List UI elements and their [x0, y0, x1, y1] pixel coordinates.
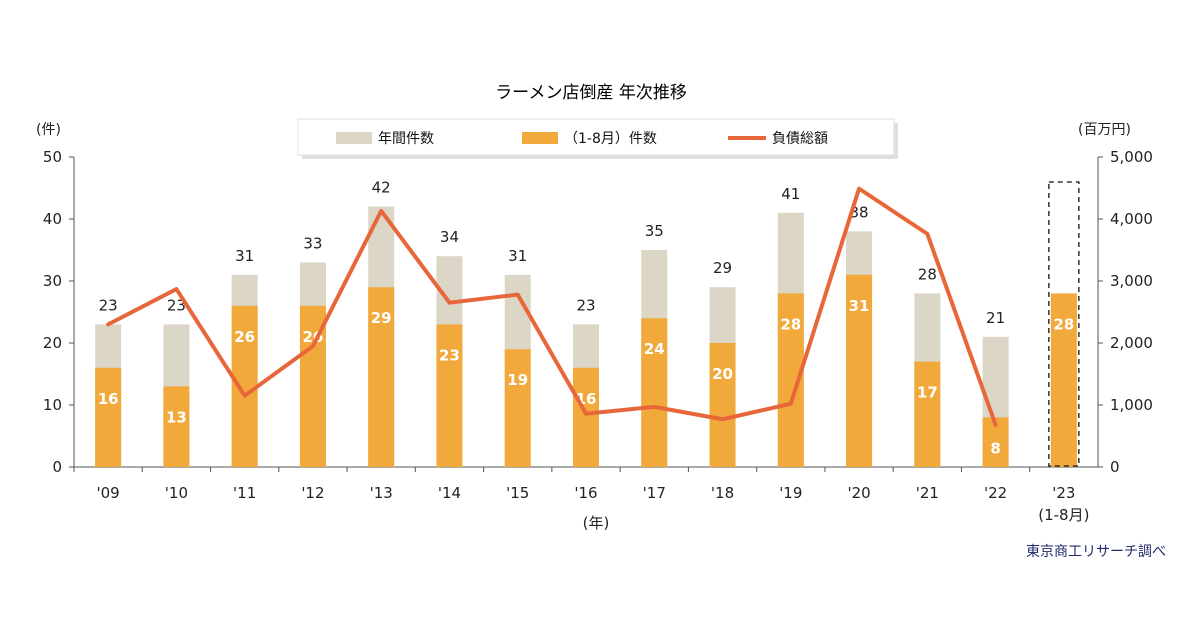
y-left-tick-label: 30 — [43, 272, 62, 290]
bar-jan-aug-label: 19 — [507, 371, 528, 389]
x-tick-label: '21 — [916, 484, 939, 502]
y-right-tick-label: 2,000 — [1110, 334, 1153, 352]
bar-jan-aug — [231, 305, 258, 467]
legend-label-debt: 負債総額 — [772, 131, 828, 147]
legend-label-jan-aug: （1-8月）件数 — [564, 131, 657, 147]
x-tick-sublabel: (1-8月) — [1038, 506, 1089, 524]
x-tick-label: '09 — [97, 484, 120, 502]
y-left-tick-label: 0 — [52, 458, 62, 476]
bar-jan-aug-label: 16 — [98, 390, 119, 408]
bar-annual-label: 42 — [372, 179, 391, 197]
bar-jan-aug-label: 28 — [1053, 315, 1074, 333]
x-tick-label: '12 — [301, 484, 324, 502]
y-left-tick-label: 10 — [43, 396, 62, 414]
legend-swatch-jan-aug — [522, 132, 558, 144]
bar-2023-projection-frame — [1048, 181, 1080, 467]
x-tick-label: '11 — [233, 484, 256, 502]
bar-jan-aug — [846, 274, 873, 467]
x-tick-label: '13 — [370, 484, 393, 502]
x-axis-label: (年) — [583, 514, 610, 532]
bar-annual-label: 33 — [303, 234, 322, 252]
y-left-tick-label: 40 — [43, 210, 62, 228]
bar-jan-aug — [163, 386, 190, 467]
bar-annual-label: 23 — [99, 296, 118, 314]
x-tick-label: '22 — [984, 484, 1007, 502]
line-debt — [106, 186, 998, 427]
bar-jan-aug — [573, 367, 599, 467]
bar-jan-aug-label: 29 — [371, 309, 392, 327]
x-tick-label: '14 — [438, 484, 461, 502]
bar-jan-aug-label: 23 — [439, 346, 460, 364]
y-right-tick-label: 0 — [1110, 458, 1120, 476]
bar-jan-aug-label: 17 — [917, 384, 938, 402]
bar-annual-label: 31 — [508, 247, 527, 265]
bar-jan-aug — [641, 318, 668, 467]
bar-jan-aug — [368, 287, 395, 467]
x-tick-label: '20 — [847, 484, 870, 502]
bar-jan-aug — [1050, 293, 1077, 467]
bar-annual-label: 28 — [918, 265, 937, 283]
bar-annual-label: 41 — [781, 185, 800, 203]
bar-annual-label: 31 — [235, 247, 254, 265]
bar-jan-aug-label: 31 — [849, 297, 870, 315]
legend-swatch-annual — [336, 132, 372, 144]
bar-jan-aug-label: 28 — [780, 315, 801, 333]
bar-annual-label: 23 — [167, 296, 186, 314]
x-tick-label: '10 — [165, 484, 188, 502]
y-left-tick-label: 50 — [43, 148, 62, 166]
bar-jan-aug-label: 20 — [712, 365, 733, 383]
y-right-tick-label: 3,000 — [1110, 272, 1153, 290]
bar-jan-aug — [914, 361, 941, 467]
y-right-tick-label: 4,000 — [1110, 210, 1153, 228]
y-axis-right-label: (百万円) — [1078, 122, 1131, 138]
bar-jan-aug-label: 8 — [990, 439, 1000, 457]
bar-jan-aug — [436, 324, 463, 467]
y-axis-left-label: (件) — [36, 122, 61, 138]
x-tick-label: '23 — [1052, 484, 1075, 502]
legend-label-annual: 年間件数 — [378, 131, 434, 147]
x-tick-label: '15 — [506, 484, 529, 502]
y-right-tick-label: 5,000 — [1110, 148, 1153, 166]
source-note: 東京商工リサーチ調べ — [1026, 544, 1166, 560]
bar-jan-aug-label: 26 — [234, 328, 255, 346]
y-left-tick-label: 20 — [43, 334, 62, 352]
bar-annual-label: 35 — [645, 222, 664, 240]
x-tick-label: '18 — [711, 484, 734, 502]
bar-jan-aug — [709, 343, 736, 467]
plot-area: 0 10 20 30 40 50 0 1,000 2,000 3,000 4,000 5,000 '09… — [43, 148, 1153, 524]
x-tick-label: '19 — [779, 484, 802, 502]
bar-annual-label: 29 — [713, 259, 732, 277]
bar-annual-label: 34 — [440, 228, 459, 246]
bar-jan-aug — [504, 349, 531, 467]
bar-jan-aug-label: 13 — [166, 408, 187, 426]
bar-jan-aug — [95, 367, 122, 467]
x-tick-label: '16 — [574, 484, 597, 502]
bar-annual-label: 23 — [576, 296, 595, 314]
bar-jan-aug-label: 24 — [644, 340, 665, 358]
bar-annual-label: 21 — [986, 309, 1005, 327]
chart-title: ラーメン店倒産 年次推移 — [495, 83, 687, 103]
legend: 年間件数 （1-8月）件数 負債総額 — [297, 118, 898, 159]
y-right-tick-label: 1,000 — [1110, 396, 1153, 414]
x-tick-label: '17 — [643, 484, 666, 502]
